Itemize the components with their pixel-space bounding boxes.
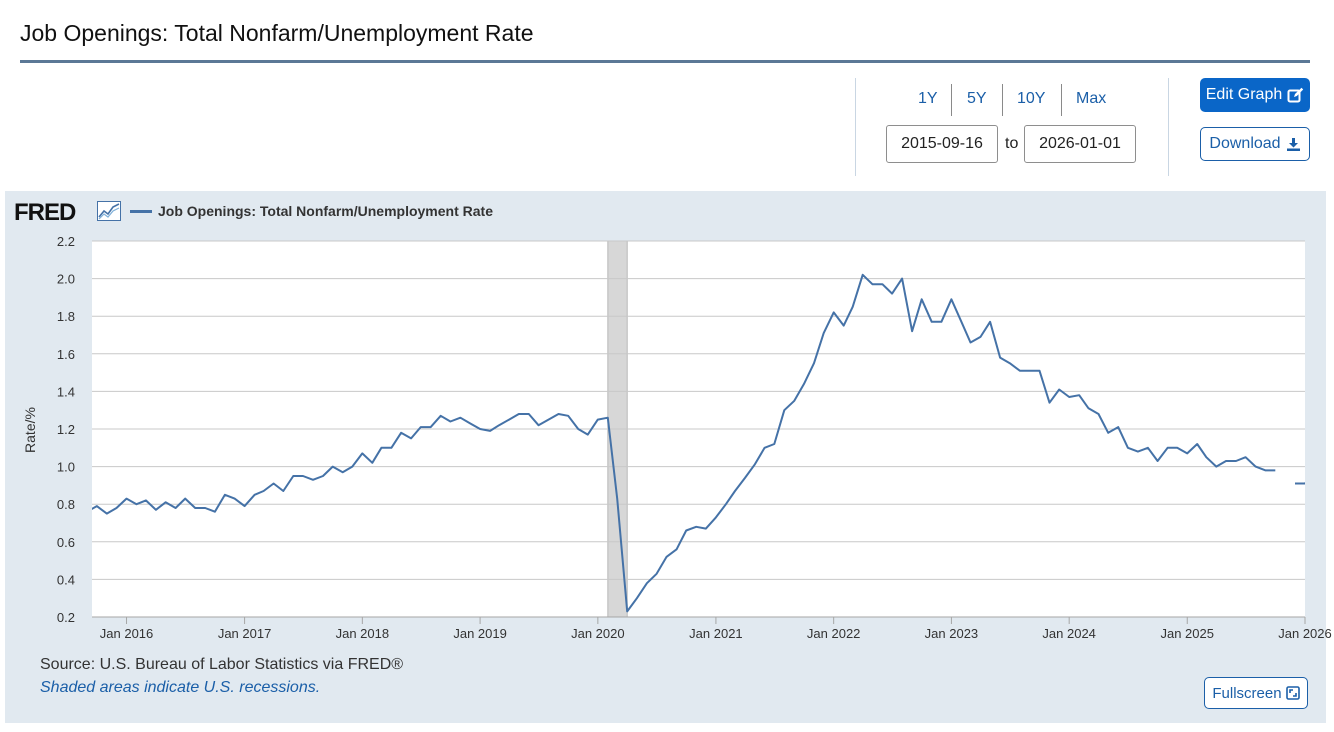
download-icon: [1286, 137, 1300, 151]
edit-graph-label: Edit Graph: [1205, 86, 1283, 103]
x-tick-label: Jan 2017: [218, 626, 272, 641]
edit-icon: [1287, 87, 1304, 102]
y-tick-label: 1.0: [57, 460, 75, 475]
y-tick-label: 0.4: [57, 572, 75, 587]
range-separator: [1061, 84, 1062, 116]
source-note: Source: U.S. Bureau of Labor Statistics …: [40, 656, 404, 673]
x-tick-label: Jan 2021: [689, 626, 743, 641]
controls-divider-left: [855, 78, 856, 176]
title-divider: [20, 60, 1310, 63]
x-tick-label: Jan 2025: [1160, 626, 1214, 641]
line-chart-icon: [97, 201, 121, 221]
legend-line-swatch: [130, 209, 152, 213]
y-tick-label: 2.0: [57, 272, 75, 287]
chart-legend: Job Openings: Total Nonfarm/Unemployment…: [130, 203, 493, 219]
page-title: Job Openings: Total Nonfarm/Unemployment…: [20, 20, 534, 46]
x-tick-label: Jan 2018: [336, 626, 390, 641]
y-tick-label: 1.8: [57, 309, 75, 324]
y-tick-label: 2.2: [57, 234, 75, 249]
range-separator: [1002, 84, 1003, 116]
x-tick-label: Jan 2019: [453, 626, 507, 641]
end-date-input[interactable]: [1024, 125, 1136, 163]
download-button[interactable]: Download: [1200, 127, 1310, 161]
to-label: to: [1005, 135, 1019, 152]
range-10y-link[interactable]: 10Y: [1017, 90, 1046, 107]
series-line: [92, 273, 1276, 613]
y-tick-label: 1.2: [57, 422, 75, 437]
download-label: Download: [1209, 135, 1281, 152]
range-separator: [951, 84, 952, 116]
y-tick-label: 0.8: [57, 497, 75, 512]
fullscreen-label: Fullscreen: [1212, 684, 1282, 702]
recession-note[interactable]: Shaded areas indicate U.S. recessions.: [40, 679, 321, 696]
y-tick-label: 0.2: [57, 610, 75, 625]
controls-divider-right: [1168, 78, 1169, 176]
x-tick-label: Jan 2022: [807, 626, 861, 641]
range-1y-link[interactable]: 1Y: [918, 90, 938, 107]
edit-graph-button[interactable]: Edit Graph: [1200, 78, 1310, 112]
x-tick-label: Jan 2023: [925, 626, 979, 641]
range-max-link[interactable]: Max: [1076, 90, 1107, 107]
y-tick-label: 1.4: [57, 384, 75, 399]
start-date-input[interactable]: [886, 125, 998, 163]
x-tick-label: Jan 2026: [1278, 626, 1332, 641]
x-tick-label: Jan 2024: [1042, 626, 1096, 641]
y-tick-label: 1.6: [57, 347, 75, 362]
fullscreen-icon: [1285, 686, 1300, 700]
fred-logo: FRED: [14, 199, 76, 226]
fullscreen-button[interactable]: Fullscreen: [1204, 677, 1308, 709]
legend-series-label: Job Openings: Total Nonfarm/Unemployment…: [158, 203, 493, 219]
y-tick-label: 0.6: [57, 535, 75, 550]
x-tick-label: Jan 2016: [100, 626, 154, 641]
x-tick-label: Jan 2020: [571, 626, 625, 641]
range-5y-link[interactable]: 5Y: [967, 90, 987, 107]
series-line: [1295, 481, 1305, 485]
